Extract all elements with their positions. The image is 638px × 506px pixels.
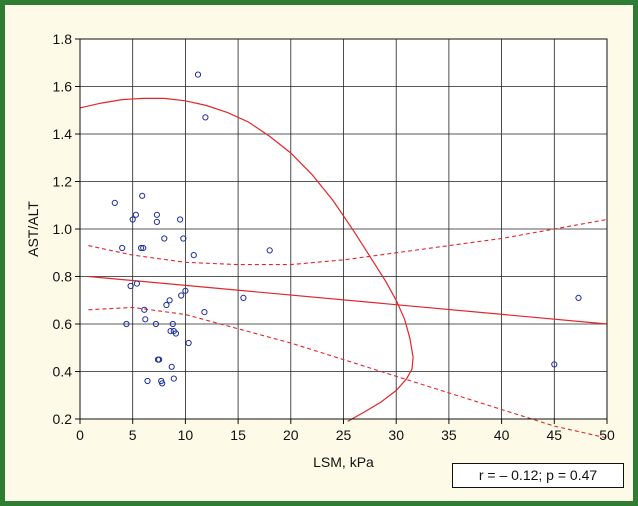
- x-tick-label: 40: [494, 427, 510, 443]
- x-tick-label: 5: [129, 427, 137, 443]
- y-tick-label: 1.2: [53, 174, 73, 190]
- x-axis-title: LSM, kPa: [313, 454, 374, 470]
- x-tick-label: 0: [76, 427, 84, 443]
- x-tick-label: 15: [230, 427, 246, 443]
- y-axis-title: AST/ALT: [25, 201, 41, 257]
- x-tick-label: 25: [336, 427, 352, 443]
- y-tick-label: 1.8: [53, 31, 73, 47]
- data-point: [144, 377, 151, 385]
- y-tick-label: 0.6: [53, 316, 73, 332]
- y-tick-label: 1.4: [53, 126, 73, 142]
- y-tick-label: 0.2: [53, 411, 73, 427]
- data-point: [119, 244, 126, 252]
- data-point: [163, 301, 170, 309]
- x-tick-label: 20: [283, 427, 299, 443]
- y-tick-label: 1.6: [53, 79, 73, 95]
- data-point: [111, 199, 118, 206]
- data-point: [138, 244, 145, 252]
- data-point: [166, 297, 173, 304]
- y-tick-label: 1.0: [53, 221, 73, 237]
- y-tick-label: 0.8: [53, 269, 73, 285]
- data-point: [169, 320, 176, 328]
- data-point: [161, 235, 168, 242]
- data-point: [202, 114, 209, 121]
- x-tick-label: 50: [599, 427, 615, 443]
- confidence-band-upper: [88, 218, 608, 266]
- data-point: [266, 247, 273, 254]
- fit-lines: [79, 97, 608, 439]
- data-point: [182, 287, 189, 294]
- data-point: [152, 320, 159, 328]
- correlation-annotation: r = – 0.12; p = 0.47: [452, 463, 624, 488]
- data-point: [141, 306, 148, 313]
- x-tick-label: 30: [388, 427, 404, 443]
- data-point: [140, 244, 147, 252]
- data-point: [172, 330, 179, 337]
- x-tick-label: 35: [441, 427, 457, 443]
- data-point: [139, 192, 146, 199]
- data-point: [156, 356, 163, 363]
- confidence-ellipse: [79, 97, 414, 422]
- axis-tick-labels: 0 5 10 15 20 25 30 35 40 45 50 0.2 0.4 0.6 0.8 1.0 1.2 1.…: [53, 31, 615, 443]
- x-tick-label: 45: [547, 427, 563, 443]
- data-point: [132, 211, 139, 218]
- data-point: [185, 339, 192, 347]
- data-point: [159, 380, 166, 387]
- regression-line: [88, 275, 608, 325]
- data-point: [153, 218, 160, 225]
- data-point: [127, 282, 134, 290]
- data-points: [111, 71, 582, 387]
- confidence-band-lower: [88, 306, 608, 439]
- data-point: [551, 361, 558, 368]
- data-point: [190, 252, 197, 259]
- data-point: [180, 235, 187, 242]
- data-point: [129, 216, 136, 223]
- data-point: [201, 309, 208, 316]
- data-point: [575, 294, 582, 301]
- data-point: [177, 216, 184, 223]
- data-point: [168, 363, 175, 370]
- data-point: [142, 316, 149, 323]
- data-point: [153, 211, 160, 218]
- data-point: [170, 375, 177, 382]
- data-point: [194, 71, 202, 78]
- data-point: [123, 320, 130, 328]
- data-point: [133, 280, 140, 287]
- data-point: [178, 292, 185, 299]
- data-point: [240, 294, 247, 301]
- y-tick-label: 0.4: [53, 364, 73, 380]
- data-point: [167, 328, 174, 335]
- x-tick-label: 10: [178, 427, 194, 443]
